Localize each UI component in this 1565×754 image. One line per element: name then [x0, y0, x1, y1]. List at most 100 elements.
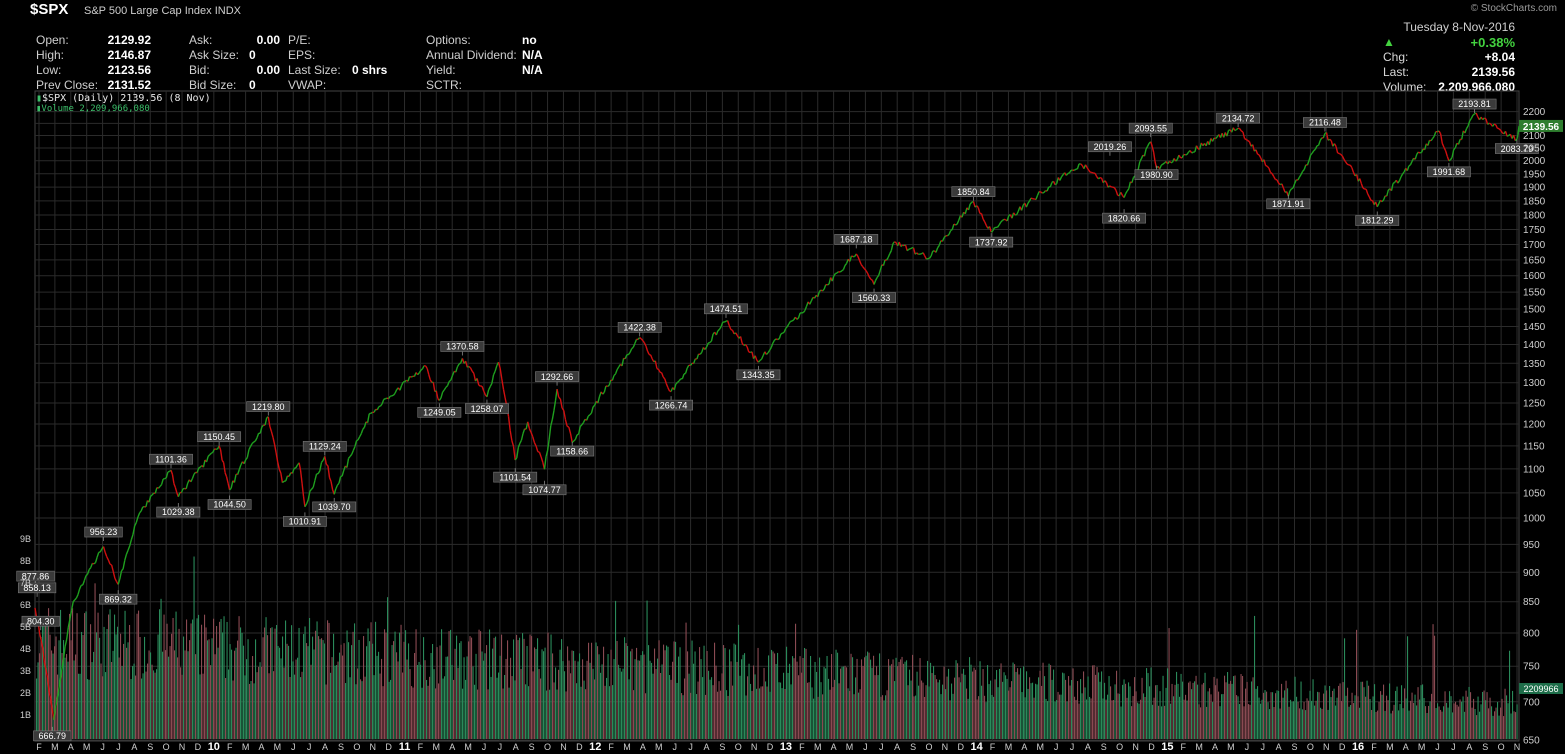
volume-bar	[441, 629, 443, 739]
volume-bar	[282, 636, 284, 739]
volume-bar	[952, 693, 954, 739]
x-tick-label: J	[307, 742, 312, 752]
x-tick-label: D	[767, 742, 774, 752]
volume-bar	[1107, 694, 1109, 739]
price-segment	[1067, 172, 1070, 175]
annotation-label: 877.86	[22, 571, 50, 581]
volume-bar	[600, 672, 602, 739]
price-segment	[822, 288, 825, 292]
y-tick-label: 950	[1523, 540, 1540, 551]
volume-bar	[1446, 702, 1448, 739]
volume-bar	[78, 673, 80, 739]
volume-bar	[1399, 703, 1401, 739]
x-tick-label: A	[640, 742, 646, 752]
volume-bar	[1296, 696, 1298, 739]
price-segment	[900, 244, 903, 248]
x-tick-label: J	[498, 742, 503, 752]
quote-block-1: Open: 2129.92 High: 2146.87 Low: 2123.56 Pr…	[36, 33, 151, 93]
volume-bar	[115, 634, 117, 739]
price-segment	[165, 471, 169, 479]
volume-bar	[256, 672, 258, 739]
volume-bar	[433, 669, 435, 739]
annotation-box	[535, 371, 579, 382]
volume-bar	[969, 657, 971, 739]
price-segment	[499, 368, 503, 380]
volume-bar	[924, 696, 926, 739]
x-tick-label: F	[608, 742, 614, 752]
annotation-label: 1980.90	[1140, 170, 1173, 180]
price-segment	[1482, 117, 1485, 121]
volume-bar	[897, 666, 899, 739]
price-segment	[941, 237, 945, 242]
volume-bar	[1303, 701, 1305, 739]
volume-bar	[595, 642, 597, 739]
annotation-box	[312, 501, 357, 513]
volume-bar	[1255, 688, 1257, 739]
price-segment	[1265, 164, 1268, 167]
volume-bar	[721, 673, 723, 739]
volume-bar	[120, 633, 122, 739]
price-segment	[1282, 187, 1286, 193]
volume-bar	[1294, 676, 1296, 739]
price-segment	[1491, 123, 1495, 127]
price-segment	[1270, 171, 1273, 175]
price-segment	[62, 646, 66, 660]
volume-bar	[1368, 685, 1370, 739]
volume-bar	[1074, 696, 1076, 739]
annotation-box	[1427, 166, 1471, 178]
price-segment	[783, 328, 787, 333]
price-segment	[429, 379, 433, 383]
price-segment	[251, 441, 255, 445]
volume-bar	[885, 695, 887, 739]
price-segment	[473, 373, 477, 382]
volume-bar	[1006, 678, 1008, 739]
x-tick-label: A	[513, 742, 519, 752]
volume-bar	[1236, 695, 1238, 739]
price-segment	[438, 397, 442, 401]
volume-bar	[1098, 672, 1100, 739]
price-segment	[516, 447, 520, 458]
volume-bar	[1390, 713, 1392, 739]
volume-bar	[310, 664, 312, 739]
price-segment	[425, 365, 428, 370]
annotation-box	[417, 407, 462, 418]
volume-bar	[1237, 696, 1239, 739]
volume-bar	[1261, 699, 1263, 739]
annotation-box	[1452, 98, 1497, 110]
annotation-label: 2193.81	[1458, 99, 1491, 109]
volume-bar	[127, 642, 129, 739]
price-segment	[725, 319, 728, 322]
volume-bar	[789, 663, 791, 739]
volume-bar	[961, 673, 963, 739]
volume-bar	[462, 688, 464, 739]
price-segment	[1406, 165, 1410, 171]
annotation-box	[736, 369, 781, 381]
volume-bar	[1227, 672, 1229, 739]
price-segment	[1131, 177, 1135, 183]
price-segment	[127, 545, 131, 551]
price-segment	[407, 376, 411, 382]
volume-bar	[1393, 704, 1395, 739]
volume-bar	[970, 664, 972, 739]
volume-bar	[232, 680, 234, 739]
price-segment	[592, 404, 596, 408]
x-tick-label: O	[735, 742, 742, 752]
volume-bar	[805, 648, 807, 739]
x-tick-label: D	[576, 742, 583, 752]
annotation-box	[550, 445, 595, 457]
volume-bar	[769, 691, 771, 739]
volume-bar	[1066, 701, 1068, 739]
volume-bar	[1257, 686, 1259, 739]
price-segment	[728, 325, 732, 330]
volume-bar	[1359, 707, 1361, 739]
volume-bar	[1366, 680, 1368, 739]
volume-bar	[870, 659, 872, 739]
volume-bar	[511, 676, 513, 739]
price-segment	[135, 516, 139, 523]
volume-bar	[892, 659, 894, 739]
price-segment	[1343, 158, 1347, 163]
price-segment	[1097, 177, 1101, 180]
price-segment	[851, 255, 854, 258]
volume-bar	[780, 682, 782, 739]
volume-bar	[1398, 710, 1400, 739]
